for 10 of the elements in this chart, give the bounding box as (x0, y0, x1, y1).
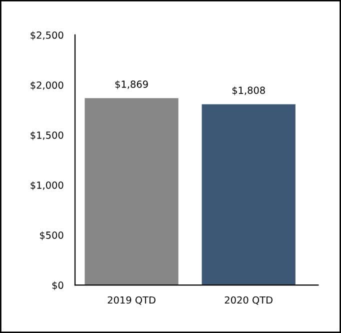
y-tick-label: $2,500 (30, 31, 64, 40)
data-label: $1,808 (232, 86, 265, 96)
x-tick-label: 2019 QTD (108, 296, 156, 305)
data-label: $1,869 (115, 80, 148, 90)
y-tick-label: $0 (52, 281, 64, 290)
x-tick-label: 2020 QTD (224, 296, 272, 305)
y-tick-label: $1,500 (30, 131, 64, 140)
y-tick-label: $1,000 (30, 181, 64, 190)
y-tick-label: $500 (40, 231, 64, 240)
y-tick-label: $2,000 (30, 81, 64, 90)
